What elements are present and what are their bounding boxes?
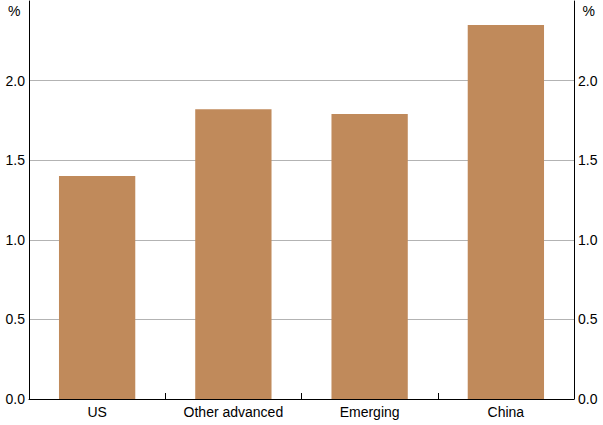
svg-text:1.5: 1.5 [6, 152, 26, 168]
svg-text:1.5: 1.5 [578, 152, 598, 168]
svg-text:Emerging: Emerging [340, 404, 400, 420]
svg-text:Other advanced: Other advanced [184, 404, 284, 420]
svg-text:%: % [583, 3, 595, 19]
svg-text:1.0: 1.0 [578, 232, 598, 248]
svg-text:2.0: 2.0 [578, 73, 598, 89]
svg-text:China: China [488, 404, 525, 420]
svg-text:1.0: 1.0 [6, 232, 26, 248]
svg-text:%: % [8, 3, 20, 19]
svg-text:0.5: 0.5 [578, 311, 598, 327]
svg-text:US: US [87, 404, 106, 420]
svg-text:0.5: 0.5 [6, 311, 26, 327]
svg-text:0.0: 0.0 [6, 391, 26, 407]
svg-text:2.0: 2.0 [6, 73, 26, 89]
svg-text:0.0: 0.0 [578, 391, 598, 407]
